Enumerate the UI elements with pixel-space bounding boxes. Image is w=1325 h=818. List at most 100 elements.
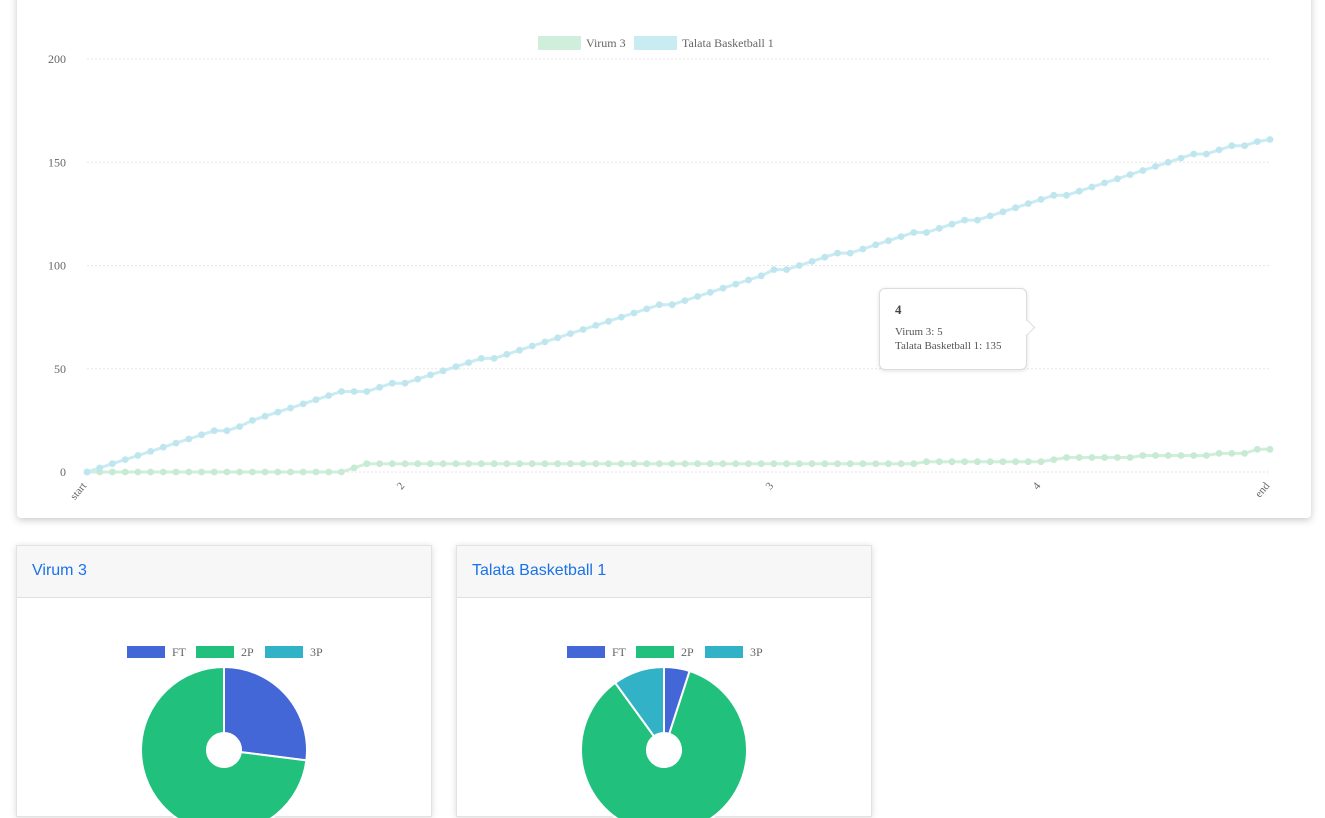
data-point-talata[interactable]	[198, 431, 205, 439]
data-point-talata[interactable]	[338, 388, 345, 395]
data-point-virum[interactable]	[630, 460, 638, 468]
talata-card-title[interactable]: Talata Basketball 1	[472, 562, 607, 579]
data-point-virum[interactable]	[274, 468, 282, 476]
data-point-virum[interactable]	[706, 460, 714, 468]
data-point-talata[interactable]	[630, 309, 638, 317]
series-talata[interactable]	[83, 136, 1274, 476]
data-point-talata[interactable]	[503, 350, 511, 358]
data-point-talata[interactable]	[795, 262, 803, 269]
data-point-talata[interactable]	[159, 443, 167, 451]
data-point-talata[interactable]	[961, 216, 969, 224]
data-point-talata[interactable]	[541, 338, 549, 346]
data-point-talata[interactable]	[1266, 136, 1274, 143]
data-point-talata[interactable]	[1088, 183, 1096, 191]
data-point-virum[interactable]	[668, 460, 676, 468]
data-point-virum[interactable]	[236, 468, 244, 476]
legend-label-talata[interactable]: Talata Basketball 1	[682, 36, 774, 50]
data-point-talata[interactable]	[1177, 154, 1185, 162]
virum-legend-label-2p[interactable]: 2P	[241, 645, 254, 659]
data-point-talata[interactable]	[770, 266, 778, 273]
data-point-virum[interactable]	[1241, 450, 1248, 457]
data-point-talata[interactable]	[452, 363, 460, 371]
data-point-virum[interactable]	[261, 468, 269, 476]
data-point-talata[interactable]	[223, 427, 231, 435]
data-point-virum[interactable]	[1266, 445, 1274, 453]
data-point-virum[interactable]	[439, 460, 447, 468]
data-point-talata[interactable]	[656, 301, 663, 309]
data-point-virum[interactable]	[1164, 452, 1172, 459]
data-point-virum[interactable]	[935, 458, 943, 466]
data-point-virum[interactable]	[897, 460, 905, 468]
virum-slice-2p[interactable]	[140, 665, 308, 818]
data-point-talata[interactable]	[1139, 167, 1147, 174]
talata-pie-chart[interactable]: FT 2P 3P	[457, 598, 871, 818]
data-point-talata[interactable]	[376, 383, 383, 391]
data-point-virum[interactable]	[516, 460, 523, 468]
data-point-talata[interactable]	[1114, 175, 1121, 183]
data-point-virum[interactable]	[732, 460, 740, 468]
talata-slice-3p[interactable]	[613, 665, 665, 738]
data-point-talata[interactable]	[935, 224, 943, 232]
talata-legend[interactable]: FT 2P 3P	[567, 645, 763, 659]
talata-slice-2p[interactable]	[580, 669, 748, 818]
data-point-talata[interactable]	[846, 249, 854, 257]
data-point-virum[interactable]	[388, 460, 396, 468]
data-point-talata[interactable]	[109, 460, 116, 468]
data-point-virum[interactable]	[1063, 454, 1070, 461]
data-point-virum[interactable]	[172, 468, 180, 476]
data-point-virum[interactable]	[554, 460, 562, 468]
data-point-virum[interactable]	[681, 460, 689, 468]
data-point-talata[interactable]	[1228, 142, 1236, 150]
legend-label-virum[interactable]: Virum 3	[586, 36, 626, 50]
data-point-virum[interactable]	[567, 460, 574, 468]
data-point-talata[interactable]	[910, 229, 918, 236]
data-point-virum[interactable]	[808, 460, 816, 468]
data-point-virum[interactable]	[210, 468, 218, 476]
data-point-virum[interactable]	[872, 460, 880, 468]
data-point-talata[interactable]	[706, 288, 714, 296]
data-point-talata[interactable]	[325, 392, 333, 399]
data-point-talata[interactable]	[312, 396, 320, 404]
data-point-virum[interactable]	[109, 468, 116, 476]
data-point-talata[interactable]	[516, 346, 523, 354]
data-point-virum[interactable]	[185, 468, 193, 476]
data-point-virum[interactable]	[147, 468, 155, 476]
data-point-talata[interactable]	[96, 464, 104, 472]
data-point-talata[interactable]	[592, 322, 600, 329]
virum-legend-swatch-3p[interactable]	[265, 646, 303, 658]
data-point-virum[interactable]	[1203, 452, 1210, 459]
data-point-talata[interactable]	[579, 326, 587, 333]
data-point-virum[interactable]	[121, 468, 129, 476]
data-point-talata[interactable]	[388, 379, 396, 387]
data-point-talata[interactable]	[719, 284, 727, 292]
data-point-talata[interactable]	[643, 305, 651, 313]
data-point-virum[interactable]	[795, 460, 803, 468]
data-point-virum[interactable]	[1126, 454, 1134, 461]
virum-slices[interactable]	[140, 665, 308, 818]
virum-legend-label-3p[interactable]: 3P	[310, 645, 323, 659]
data-point-virum[interactable]	[223, 468, 231, 476]
data-point-talata[interactable]	[605, 317, 612, 325]
data-point-virum[interactable]	[338, 468, 345, 476]
data-point-virum[interactable]	[376, 460, 383, 468]
talata-slices[interactable]	[580, 665, 748, 818]
data-point-virum[interactable]	[1253, 445, 1261, 453]
data-point-virum[interactable]	[592, 460, 600, 468]
data-point-virum[interactable]	[1088, 454, 1096, 461]
data-point-virum[interactable]	[643, 460, 651, 468]
data-point-virum[interactable]	[363, 460, 371, 468]
data-point-talata[interactable]	[414, 375, 422, 383]
data-point-virum[interactable]	[821, 460, 829, 468]
data-point-virum[interactable]	[1190, 452, 1198, 459]
data-point-virum[interactable]	[770, 460, 778, 468]
data-point-talata[interactable]	[465, 359, 472, 366]
data-point-talata[interactable]	[1126, 171, 1134, 179]
data-point-talata[interactable]	[1253, 138, 1261, 146]
data-point-talata[interactable]	[1190, 150, 1198, 158]
data-point-virum[interactable]	[783, 460, 790, 468]
data-point-talata[interactable]	[261, 412, 269, 420]
data-point-virum[interactable]	[1037, 458, 1045, 466]
data-point-talata[interactable]	[694, 293, 701, 300]
data-point-virum[interactable]	[986, 458, 994, 466]
data-point-virum[interactable]	[579, 460, 587, 468]
